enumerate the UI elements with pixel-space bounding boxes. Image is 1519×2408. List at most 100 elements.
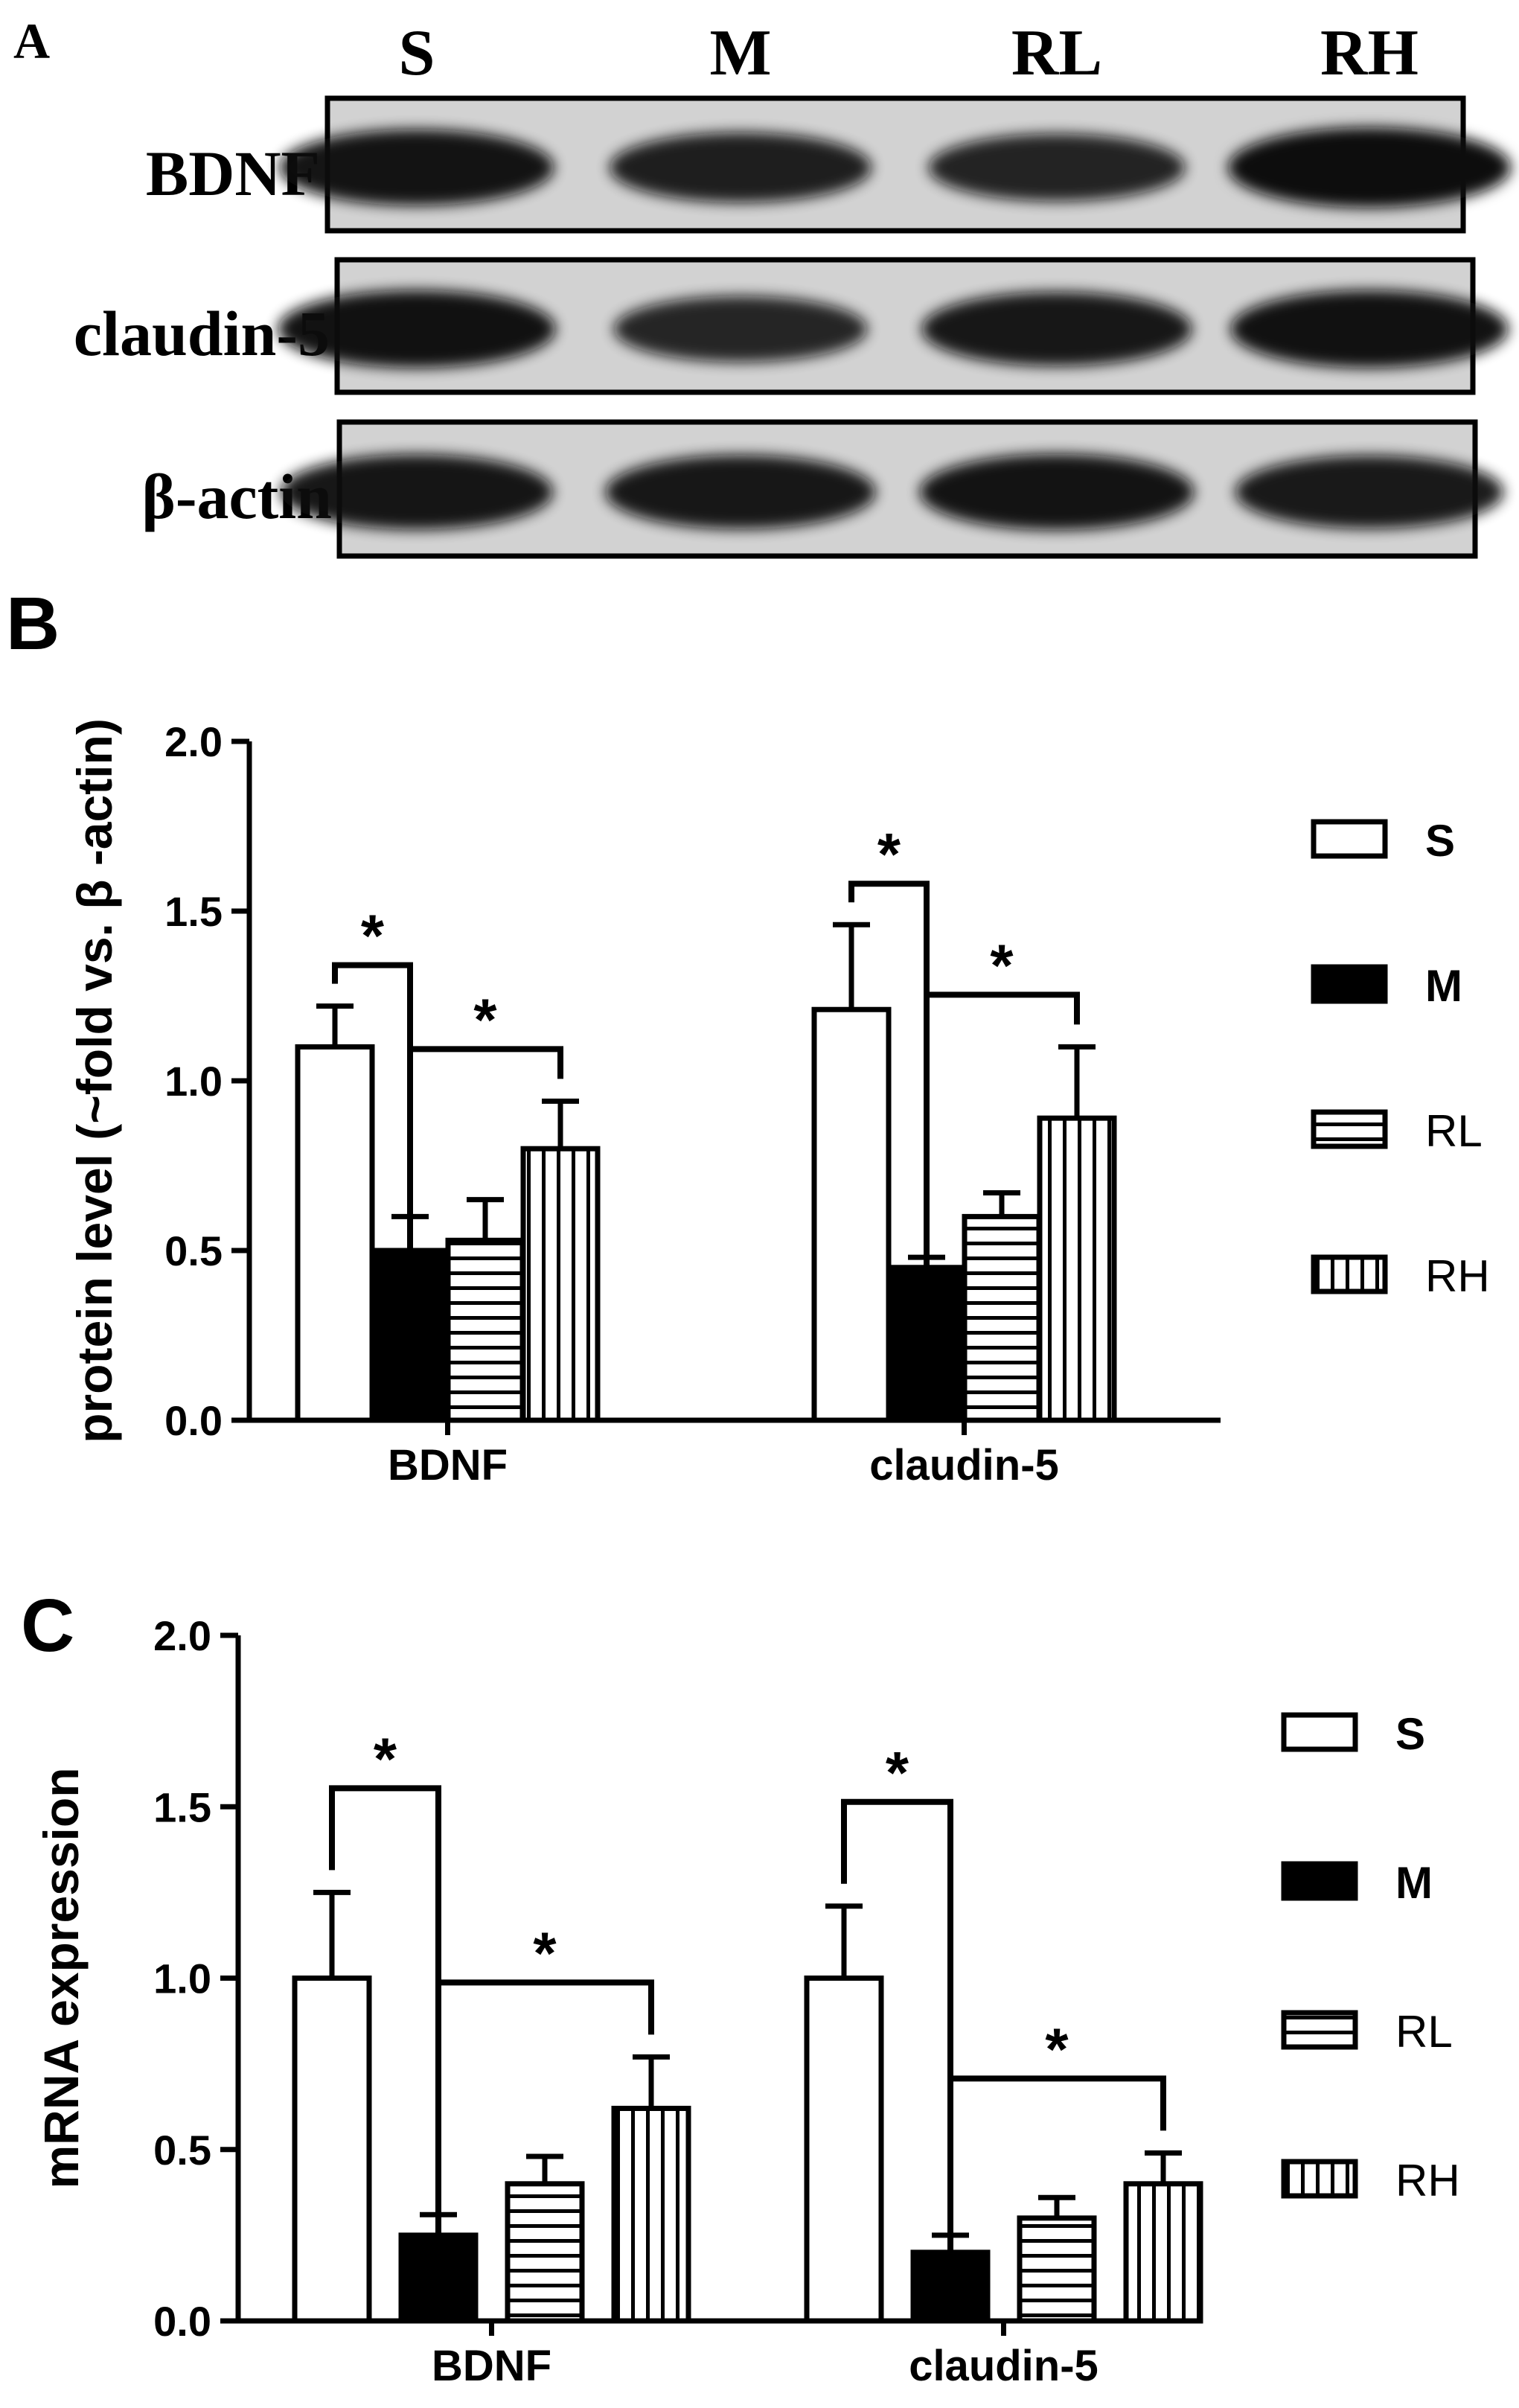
bracket-line [435, 1979, 654, 2185]
legend-label: RL [1425, 1106, 1483, 1156]
band-m [605, 455, 876, 529]
blot-rows: BDNF claudin-5 β-actin [74, 95, 1511, 559]
legend-swatch [1311, 819, 1388, 859]
y-tick-label: 1.0 [164, 1058, 223, 1105]
y-tick-label: 0.5 [153, 2127, 211, 2174]
significance-bracket: * [947, 2016, 1166, 2206]
legend-label: S [1425, 816, 1455, 866]
bar-bdnf-rh [611, 2105, 691, 2324]
significance-bracket: * [435, 1920, 654, 2185]
x-tick-label-claudin-5: claudin-5 [869, 1441, 1059, 1489]
blot-row-claudin-5: claudin-5 [74, 257, 1509, 395]
legend: S M RL RH [1311, 816, 1490, 1301]
bar-claudin-5-rl [1017, 2215, 1097, 2324]
western-blot-panel: A S M RL RH BDNF claudin-5 β-actin [13, 13, 1511, 559]
bar-bdnf-rl [505, 2181, 585, 2324]
legend-label: RH [1425, 1251, 1490, 1301]
band-s [281, 454, 553, 530]
lane-label-rh: RH [1320, 17, 1419, 89]
bar-bdnf-rl [445, 1237, 525, 1423]
x-tick-label-bdnf: BDNF [432, 2342, 551, 2390]
legend-label: RL [1395, 2007, 1453, 2057]
lane-labels: S M RL RH [399, 17, 1419, 89]
legend-swatch [1281, 2159, 1358, 2199]
lane-label-s: S [399, 17, 435, 89]
y-tick-label: 1.5 [153, 1783, 211, 1830]
y-tick-label: 0.0 [153, 2298, 211, 2345]
y-tick-label: 2.0 [153, 1612, 211, 1659]
bracket-line [947, 2075, 1166, 2206]
bar-claudin-5-rh [1037, 1115, 1117, 1423]
band-rl [919, 453, 1195, 531]
bar-bdnf-s [295, 1044, 375, 1423]
blot-row-bdnf: BDNF [146, 95, 1511, 234]
y-axis-label: mRNA expression [33, 1767, 89, 2188]
band-s [278, 290, 556, 368]
y-tick-label: 0.0 [164, 1397, 223, 1444]
band-rl [928, 133, 1186, 202]
bar-group-bdnf [292, 1889, 691, 2324]
significance-star: * [1045, 2016, 1069, 2082]
y-axis-label: protein level (~fold vs. β -actin) [67, 718, 122, 1443]
x-tick-label-bdnf: BDNF [388, 1441, 508, 1489]
legend-swatch [1281, 1712, 1358, 1752]
bar-claudin-5-rl [962, 1213, 1042, 1423]
lane-label-rl: RL [1011, 17, 1102, 89]
legend-item-rh: RH [1311, 1251, 1490, 1301]
band-rl [921, 292, 1192, 366]
legend-swatch [1281, 1861, 1358, 1901]
band-rh [1230, 290, 1509, 368]
significance-bracket: * [407, 986, 563, 1187]
legend-item-m: M [1311, 961, 1462, 1011]
bar-claudin-5-s [804, 1976, 884, 2324]
legend-swatch [1311, 964, 1388, 1004]
bracket-line [924, 991, 1080, 1228]
bar-group-claudin-5 [811, 922, 1117, 1423]
bar-claudin-5-m [910, 2249, 991, 2324]
band-s [279, 129, 554, 206]
significance-bracket: * [924, 932, 1080, 1228]
panel-a-label: A [13, 13, 50, 69]
legend-label: M [1395, 1858, 1433, 1908]
y-tick-label: 2.0 [164, 718, 223, 765]
panel-label: B [6, 582, 60, 665]
legend-label: RH [1395, 2156, 1460, 2206]
bar-claudin-5-rh [1123, 2181, 1203, 2324]
legend-swatch [1311, 1254, 1388, 1294]
band-m [613, 296, 868, 363]
bar-group-bdnf [295, 1003, 601, 1423]
legend-item-rl: RL [1281, 2007, 1453, 2057]
significance-star: * [473, 986, 497, 1053]
legend-swatch [1281, 2010, 1358, 2050]
bar-bdnf-s [292, 1976, 372, 2324]
bracket-line [841, 1798, 953, 2276]
lane-label-m: M [709, 17, 771, 89]
legend: S M RL RH [1281, 1709, 1460, 2206]
legend-item-rh: RH [1281, 2156, 1460, 2206]
legend-item-s: S [1311, 816, 1455, 866]
blot-row-actin: β-actin [142, 419, 1504, 559]
legend-swatch [1311, 1109, 1388, 1149]
significance-star: * [374, 1725, 397, 1792]
bar-group-claudin-5 [804, 1903, 1203, 2324]
significance-star: * [990, 932, 1014, 998]
y-tick-label: 1.0 [153, 1955, 211, 2002]
legend-item-m: M [1281, 1858, 1433, 1908]
legend-label: S [1395, 1709, 1425, 1759]
x-tick-label-claudin-5: claudin-5 [909, 2342, 1099, 2390]
significance-star: * [533, 1920, 557, 1986]
bar-claudin-5-s [811, 1006, 892, 1423]
legend-item-rl: RL [1311, 1106, 1483, 1156]
band-rh [1228, 127, 1511, 208]
panel-label: C [21, 1584, 74, 1667]
significance-star: * [361, 903, 385, 969]
legend-label: M [1425, 961, 1462, 1011]
significance-star: * [877, 821, 901, 887]
bracket-line [407, 1046, 563, 1187]
y-tick-label: 1.5 [164, 888, 223, 935]
significance-bracket: * [841, 1740, 953, 2276]
bar-bdnf-rh [520, 1146, 601, 1423]
